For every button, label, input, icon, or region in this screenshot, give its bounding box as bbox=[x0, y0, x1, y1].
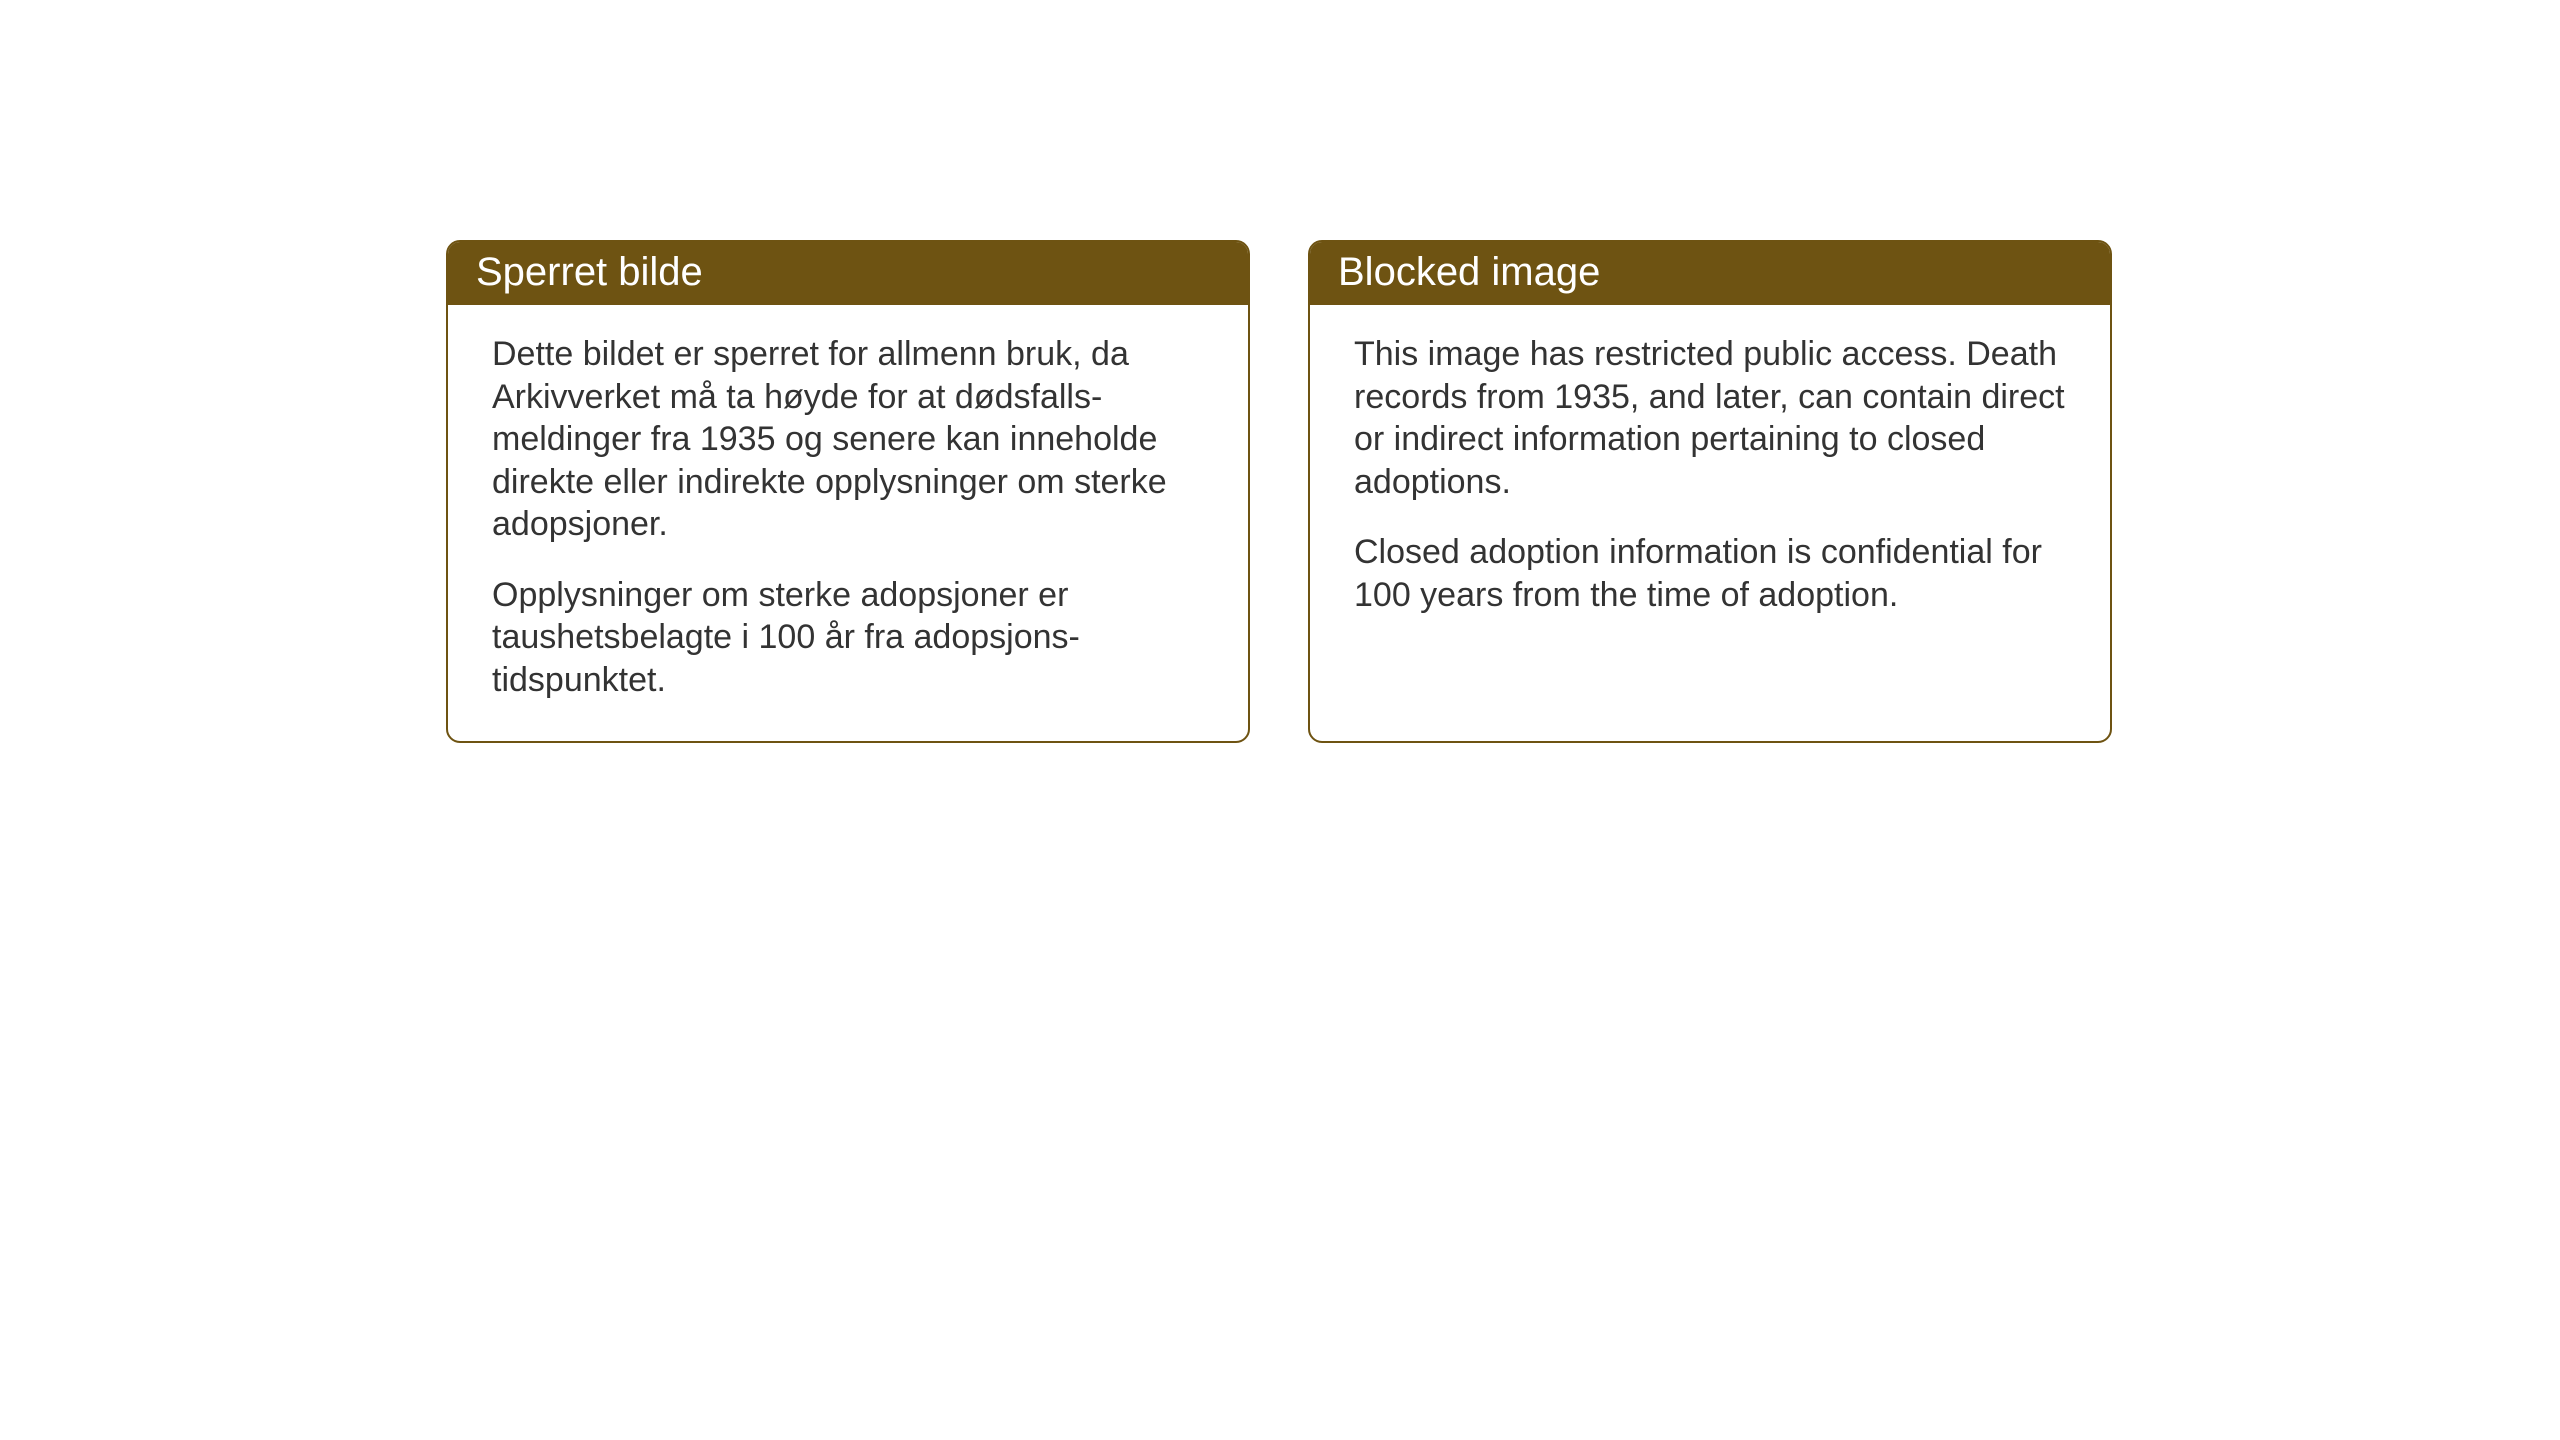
card-paragraph-2-english: Closed adoption information is confident… bbox=[1354, 531, 2066, 616]
card-paragraph-2-norwegian: Opplysninger om sterke adopsjoner er tau… bbox=[492, 574, 1204, 702]
card-paragraph-1-english: This image has restricted public access.… bbox=[1354, 333, 2066, 503]
card-paragraph-1-norwegian: Dette bildet er sperret for allmenn bruk… bbox=[492, 333, 1204, 546]
notice-cards-container: Sperret bilde Dette bildet er sperret fo… bbox=[446, 240, 2112, 743]
card-title-norwegian: Sperret bilde bbox=[476, 250, 703, 294]
card-title-english: Blocked image bbox=[1338, 250, 1600, 294]
card-header-norwegian: Sperret bilde bbox=[448, 242, 1248, 305]
card-body-norwegian: Dette bildet er sperret for allmenn bruk… bbox=[448, 305, 1248, 741]
notice-card-english: Blocked image This image has restricted … bbox=[1308, 240, 2112, 743]
card-header-english: Blocked image bbox=[1310, 242, 2110, 305]
notice-card-norwegian: Sperret bilde Dette bildet er sperret fo… bbox=[446, 240, 1250, 743]
card-body-english: This image has restricted public access.… bbox=[1310, 305, 2110, 656]
